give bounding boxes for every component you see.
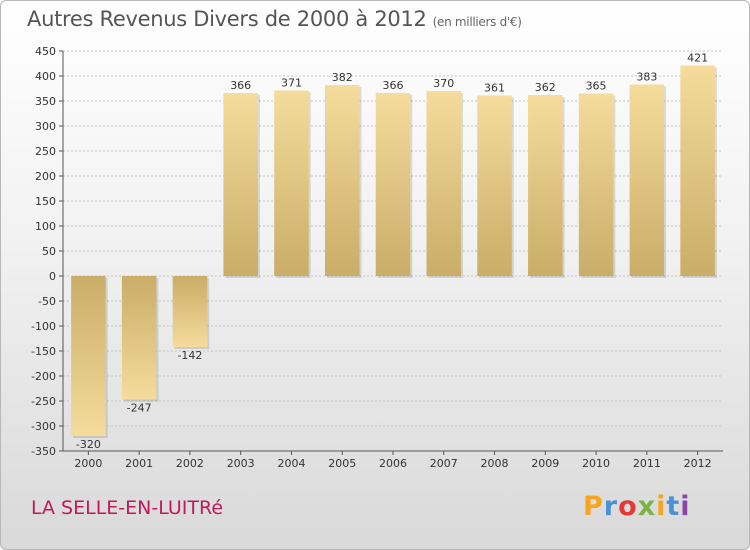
logo-letter: r <box>603 491 619 522</box>
data-label: -247 <box>127 402 152 415</box>
logo-letter: o <box>618 491 638 522</box>
bar <box>528 95 563 276</box>
bar <box>680 65 715 276</box>
data-label: 365 <box>586 80 607 93</box>
logo-letter: i <box>656 491 667 522</box>
x-tick-label: 2008 <box>481 457 509 470</box>
y-tick-label: 100 <box>35 220 56 233</box>
data-label: 371 <box>281 77 302 90</box>
bar <box>274 90 309 276</box>
chart-title-text: Autres Revenus Divers de 2000 à 2012 <box>27 7 427 31</box>
x-tick-label: 2009 <box>531 457 559 470</box>
bar <box>477 95 512 276</box>
x-tick-label: 2007 <box>430 457 458 470</box>
x-tick-label: 2003 <box>227 457 255 470</box>
data-label: 361 <box>484 82 505 95</box>
x-tick-label: 2002 <box>176 457 204 470</box>
y-tick-label: 350 <box>35 95 56 108</box>
bar <box>578 93 614 276</box>
bar <box>324 85 360 276</box>
y-tick-label: 50 <box>42 245 56 258</box>
logo-letter: i <box>680 491 691 522</box>
y-tick-label: -350 <box>31 445 56 458</box>
x-tick-label: 2004 <box>277 457 305 470</box>
data-label: 421 <box>687 52 708 65</box>
x-tick-label: 2012 <box>684 457 712 470</box>
logo-letter: x <box>637 491 657 522</box>
bar <box>172 276 208 347</box>
y-tick-label: 300 <box>35 120 56 133</box>
logo-letter: P <box>583 491 604 522</box>
data-label: 382 <box>332 71 353 84</box>
x-tick-label: 2000 <box>74 457 102 470</box>
y-tick-label: 250 <box>35 145 56 158</box>
y-tick-label: -250 <box>31 395 56 408</box>
y-tick-label: -200 <box>31 370 56 383</box>
y-tick-label: -150 <box>31 345 56 358</box>
data-label: 370 <box>433 77 454 90</box>
y-tick-label: 450 <box>35 45 56 58</box>
data-label: 366 <box>230 79 251 92</box>
bar <box>121 276 157 400</box>
data-label: 362 <box>535 81 556 94</box>
x-tick-label: 2006 <box>379 457 407 470</box>
y-tick-label: 200 <box>35 170 56 183</box>
bar <box>426 91 462 276</box>
data-label: 366 <box>383 79 404 92</box>
x-tick-label: 2001 <box>125 457 153 470</box>
x-tick-label: 2011 <box>633 457 661 470</box>
bar <box>71 276 106 436</box>
data-label: 383 <box>636 71 657 84</box>
y-tick-label: 150 <box>35 195 56 208</box>
bar <box>375 93 411 276</box>
x-tick-label: 2005 <box>328 457 356 470</box>
bar <box>629 84 665 276</box>
y-tick-label: -50 <box>38 295 56 308</box>
logo-letter: t <box>666 491 681 522</box>
city-name: LA SELLE-EN-LUITRé <box>31 497 224 519</box>
chart-title: Autres Revenus Divers de 2000 à 2012 (en … <box>27 7 522 31</box>
y-tick-label: 400 <box>35 70 56 83</box>
y-tick-label: -100 <box>31 320 56 333</box>
proxiti-logo: Proxiti <box>583 491 691 522</box>
bar <box>223 93 258 276</box>
x-tick-label: 2010 <box>582 457 610 470</box>
data-label: -320 <box>76 438 101 451</box>
y-tick-label: 0 <box>49 270 56 283</box>
chart-title-unit: (en milliers d'€) <box>432 15 522 29</box>
y-tick-label: -300 <box>31 420 56 433</box>
data-label: -142 <box>177 349 202 362</box>
